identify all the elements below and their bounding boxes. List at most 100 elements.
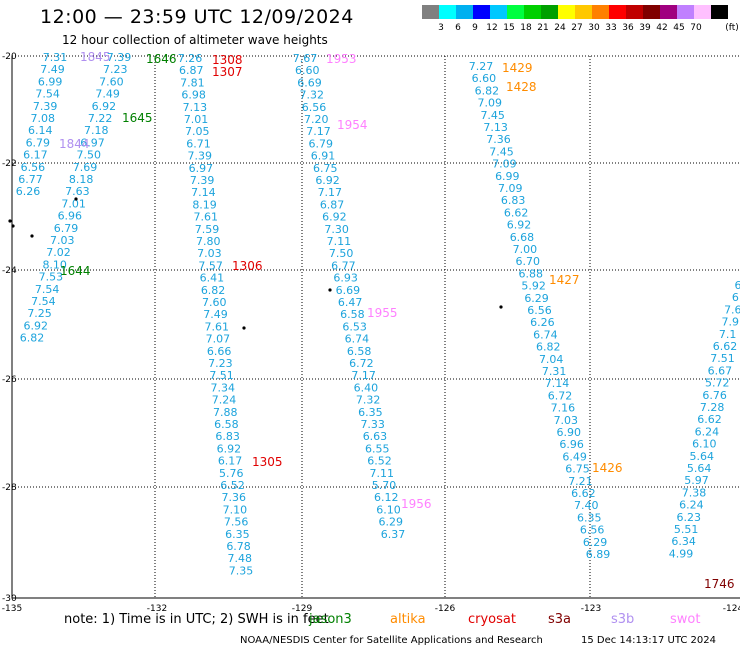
wave-height-value: 7.45 bbox=[489, 145, 514, 158]
wave-height-value: 7.17 bbox=[306, 125, 331, 138]
wave-height-value: 6.74 bbox=[533, 328, 558, 341]
wave-height-value: 6.92 bbox=[322, 211, 347, 224]
wave-height-value: 6.58 bbox=[347, 345, 372, 358]
wave-height-value: 7.69 bbox=[73, 161, 98, 174]
wave-height-value: 6.34 bbox=[671, 535, 696, 548]
island-marker bbox=[74, 197, 78, 201]
pass-time-label: 1307 bbox=[212, 65, 243, 79]
wave-height-value: 7.01 bbox=[61, 197, 86, 210]
wave-height-value: 4.99 bbox=[669, 547, 694, 560]
legend-label: 30 bbox=[588, 23, 600, 33]
footer-note: note: 1) Time is in UTC; 2) SWH is in fe… bbox=[64, 612, 329, 627]
wave-height-value: 7.25 bbox=[27, 307, 52, 320]
wave-height-value: 6.93 bbox=[333, 272, 358, 285]
wave-height-value: 6.75 bbox=[565, 463, 590, 476]
wave-height-value: 7.57 bbox=[198, 259, 223, 272]
wave-height-value: 8.10 bbox=[42, 258, 67, 271]
legend-label: 9 bbox=[472, 23, 478, 33]
legend-label: 33 bbox=[605, 23, 617, 33]
wave-height-value: 6.91 bbox=[311, 150, 336, 163]
wave-height-value: 7.01 bbox=[184, 113, 209, 126]
wave-height-value: 6.29 bbox=[583, 536, 608, 549]
pass-time-label: 1308 bbox=[212, 53, 243, 67]
wave-height-value: 6.66 bbox=[207, 345, 232, 358]
wave-height-value: 6.29 bbox=[378, 516, 403, 529]
wave-height-value: 7.14 bbox=[191, 186, 216, 199]
wave-height-value: 5.72 bbox=[705, 377, 730, 390]
wave-height-value: 7.09 bbox=[478, 97, 503, 110]
legend-label: 6 bbox=[455, 23, 461, 33]
pass-time-label: 1954 bbox=[337, 118, 368, 132]
legend-label: 70 bbox=[690, 23, 702, 33]
wave-height-value: 7.31 bbox=[542, 365, 567, 378]
wave-height-value: 6.77 bbox=[18, 173, 43, 186]
wave-height-value: 6.58 bbox=[214, 418, 239, 431]
wave-height-value: 7.08 bbox=[30, 112, 55, 125]
pass-time-label: 1956 bbox=[401, 497, 432, 511]
wave-height-value: 7.13 bbox=[483, 121, 508, 134]
wave-height-value: 6.92 bbox=[92, 100, 117, 113]
legend-label: 18 bbox=[520, 23, 532, 33]
wave-height-value: 6.99 bbox=[38, 75, 63, 88]
wave-height-value: 6.97 bbox=[80, 136, 105, 149]
wave-height-value: 6.35 bbox=[225, 528, 250, 541]
pass-time-label: 1644 bbox=[60, 264, 91, 278]
wave-height-value: 7.31 bbox=[43, 51, 68, 64]
wave-height-value: 7.09 bbox=[498, 182, 523, 195]
wave-height-value: 6.10 bbox=[692, 438, 717, 451]
wave-height-value: 7.11 bbox=[369, 467, 394, 480]
wave-height-value: 5.97 bbox=[684, 474, 709, 487]
wave-height-value: 6.23 bbox=[677, 511, 702, 524]
island-marker bbox=[328, 288, 332, 292]
wave-height-value: 7.10 bbox=[223, 503, 248, 516]
wave-height-value: 6.77 bbox=[331, 259, 356, 272]
pass-time-label: 1306 bbox=[232, 259, 263, 273]
wave-height-value: 6.82 bbox=[201, 284, 226, 297]
legend-label: 39 bbox=[639, 23, 651, 33]
wave-height-value: 7.02 bbox=[46, 246, 71, 259]
pass-time-label: 1428 bbox=[506, 80, 537, 94]
latitude-label: -22 bbox=[2, 159, 17, 169]
wave-height-value: 6.72 bbox=[349, 357, 374, 370]
wave-height-value: 6.69 bbox=[297, 76, 322, 89]
wave-height-value: 6.40 bbox=[354, 381, 379, 394]
wave-height-value: 6.63 bbox=[363, 430, 388, 443]
wave-height-value: 6.97 bbox=[189, 162, 214, 175]
wave-height-value: 7.67 bbox=[293, 52, 318, 65]
latitude-label: -24 bbox=[2, 266, 17, 276]
wave-height-value: 6.87 bbox=[179, 64, 204, 77]
wave-height-value: 6.55 bbox=[365, 442, 390, 455]
island-marker bbox=[499, 305, 503, 309]
wave-height-value: 6.10 bbox=[376, 503, 401, 516]
wave-height-value: 6.74 bbox=[345, 333, 370, 346]
latitude-label: -28 bbox=[2, 483, 17, 493]
wave-height-value: 7.21 bbox=[568, 475, 593, 488]
legend-label: 45 bbox=[673, 23, 685, 33]
wave-height-value: 6.56 bbox=[527, 304, 552, 317]
legend-label: 36 bbox=[622, 23, 634, 33]
wave-height-value: 5.76 bbox=[219, 467, 244, 480]
wave-height-value: 6.62 bbox=[504, 206, 529, 219]
legend-swatch bbox=[575, 5, 592, 19]
wave-height-value: 6.76 bbox=[702, 389, 727, 402]
wave-height-value: 7.61 bbox=[194, 211, 219, 224]
map-subtitle: 12 hour collection of altimeter wave hei… bbox=[62, 33, 328, 47]
wave-height-value: 7.49 bbox=[203, 308, 228, 321]
wave-height-value: 7.60 bbox=[99, 75, 124, 88]
pass-time-label: 1953 bbox=[326, 52, 357, 66]
wave-height-value: 5.92 bbox=[521, 280, 546, 293]
wave-height-value: 6.52 bbox=[367, 455, 392, 468]
wave-height-value: 6.92 bbox=[217, 442, 242, 455]
wave-height-value: 6.96 bbox=[58, 210, 83, 223]
wave-height-value: 8.19 bbox=[192, 198, 217, 211]
wave-height-value: 6.26 bbox=[530, 316, 555, 329]
wave-height-value: 7.39 bbox=[107, 51, 132, 64]
wave-height-value: 7.07 bbox=[206, 333, 231, 346]
wave-height-value: 6.99 bbox=[495, 170, 520, 183]
legend-swatch bbox=[592, 5, 609, 19]
wave-height-value: 6.96 bbox=[559, 438, 584, 451]
wave-height-value: 7.16 bbox=[551, 402, 576, 415]
wave-height-value: 6.12 bbox=[374, 491, 399, 504]
wave-height-value: 7.24 bbox=[212, 394, 237, 407]
